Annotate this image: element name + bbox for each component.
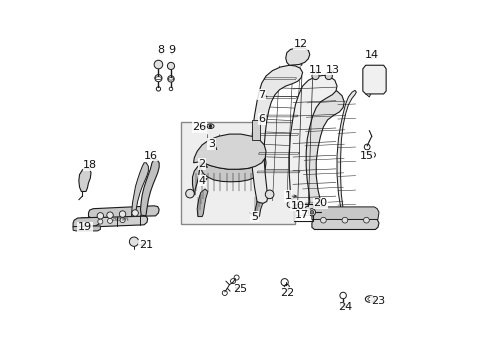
Circle shape	[167, 62, 174, 69]
Bar	[180, 122, 294, 224]
Circle shape	[265, 190, 273, 199]
Polygon shape	[289, 75, 336, 208]
Text: 8: 8	[158, 45, 164, 55]
Circle shape	[106, 212, 113, 219]
Text: 23: 23	[370, 296, 384, 306]
Circle shape	[309, 211, 313, 214]
Circle shape	[308, 209, 315, 216]
Text: 15: 15	[359, 150, 373, 161]
Polygon shape	[73, 217, 100, 227]
Circle shape	[97, 213, 103, 219]
Text: 25: 25	[233, 284, 247, 294]
Circle shape	[98, 219, 102, 224]
Text: 1: 1	[284, 191, 291, 201]
Polygon shape	[362, 65, 386, 94]
Text: 4: 4	[198, 176, 205, 186]
Circle shape	[325, 72, 332, 80]
Polygon shape	[254, 194, 265, 218]
Text: 7: 7	[258, 90, 264, 100]
Polygon shape	[285, 48, 309, 65]
Polygon shape	[73, 226, 100, 231]
Text: 21: 21	[139, 240, 153, 250]
Circle shape	[120, 218, 125, 223]
Text: 13: 13	[325, 64, 339, 75]
Polygon shape	[77, 215, 147, 228]
Polygon shape	[79, 167, 91, 192]
Text: 2: 2	[198, 159, 205, 169]
Bar	[252, 120, 260, 140]
Text: 24: 24	[338, 302, 352, 312]
Polygon shape	[131, 163, 148, 217]
Circle shape	[311, 72, 319, 80]
Polygon shape	[193, 134, 265, 169]
Circle shape	[132, 210, 138, 216]
Polygon shape	[251, 65, 302, 203]
Circle shape	[119, 211, 125, 217]
Circle shape	[286, 201, 293, 208]
Text: 5: 5	[250, 212, 258, 221]
Circle shape	[154, 60, 163, 69]
Text: 20: 20	[313, 198, 327, 208]
Text: 22: 22	[280, 288, 294, 298]
Text: OIQ STL: OIQ STL	[112, 216, 129, 221]
Text: 19: 19	[78, 222, 92, 232]
Circle shape	[363, 217, 368, 223]
Bar	[293, 204, 312, 221]
Polygon shape	[311, 218, 378, 229]
Text: 11: 11	[308, 64, 323, 75]
Circle shape	[129, 237, 139, 246]
Circle shape	[208, 125, 211, 128]
Text: 17: 17	[294, 210, 308, 220]
Text: 12: 12	[293, 40, 307, 49]
Polygon shape	[192, 158, 265, 195]
Text: 18: 18	[83, 160, 97, 170]
Polygon shape	[140, 159, 159, 216]
Polygon shape	[88, 206, 159, 218]
Polygon shape	[297, 89, 344, 211]
Text: 3: 3	[207, 139, 215, 149]
Circle shape	[107, 219, 112, 224]
Polygon shape	[336, 90, 356, 212]
Text: 16: 16	[143, 150, 157, 161]
Text: 10: 10	[290, 201, 304, 211]
Circle shape	[185, 189, 194, 198]
Text: 14: 14	[364, 50, 378, 60]
Polygon shape	[197, 189, 207, 217]
Text: 26: 26	[192, 122, 206, 132]
Circle shape	[320, 217, 325, 223]
Text: 9: 9	[168, 45, 175, 55]
Polygon shape	[311, 207, 378, 220]
Circle shape	[341, 217, 347, 223]
Text: 6: 6	[258, 114, 264, 124]
